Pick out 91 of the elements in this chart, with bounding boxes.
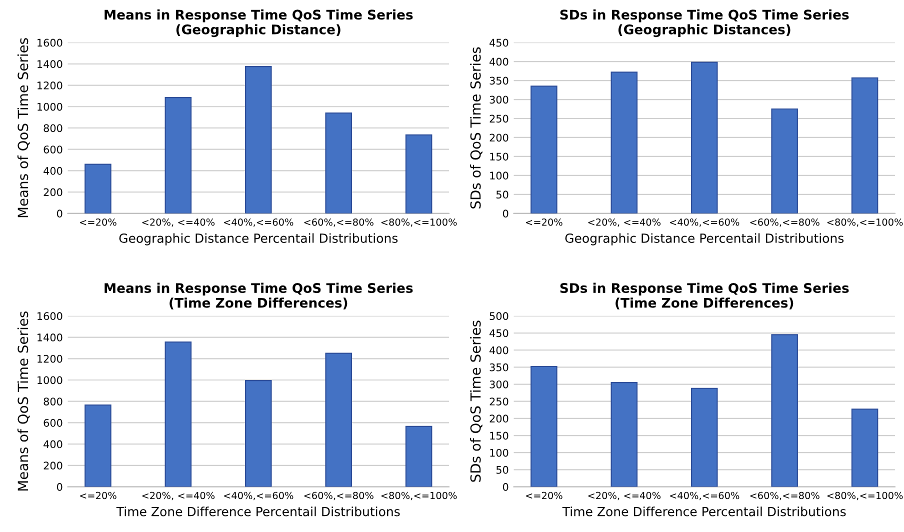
y-tick-label: 1400 (38, 60, 62, 68)
x-axis-title: Time Zone Difference Percentail Distributions (116, 506, 400, 516)
y-tick-label: 1400 (38, 334, 62, 342)
x-axis-title: Geographic Distance Percentail Distributions (119, 233, 398, 246)
y-tick-label: 200 (490, 414, 508, 423)
bar (325, 352, 352, 487)
x-tick-label: <=20% (526, 218, 562, 226)
y-tick-label: 450 (490, 38, 508, 47)
y-tick-label: 400 (490, 58, 508, 66)
bar (245, 66, 272, 214)
x-tick-label: <80%,<=100% (381, 492, 457, 500)
y-tick-label: 0 (57, 210, 62, 218)
x-tick-label: <60%,<=80% (304, 218, 374, 227)
bar (851, 77, 878, 214)
bar (851, 408, 878, 487)
y-tick-label: 300 (490, 380, 508, 388)
x-tick-label: <20%, <=40% (142, 218, 215, 227)
x-axis-title: Time Zone Difference Percentail Distributions (562, 506, 846, 516)
y-tick-label: 400 (490, 346, 508, 354)
y-tick-label: 600 (44, 146, 62, 154)
x-tick-label: <80%,<=100% (827, 492, 903, 500)
bar (690, 388, 718, 487)
x-tick-label: <80%,<=100% (381, 218, 457, 227)
chart-title: Means in Response Time QoS Time Series (Time Zone Differences) (104, 282, 413, 310)
y-tick-label: 800 (44, 124, 62, 132)
x-tick-label: <40%,<=60% (670, 492, 740, 500)
x-tick-label: <40%,<=60% (224, 492, 294, 500)
bar (530, 86, 558, 214)
bar (325, 112, 352, 214)
y-axis-title: SDs of QoS Time Series (470, 320, 482, 482)
x-tick-label: <80%,<=100% (827, 218, 903, 227)
y-tick-label: 150 (490, 432, 508, 440)
y-tick-label: 1600 (38, 312, 62, 320)
y-tick-label: 300 (490, 96, 508, 104)
y-tick-label: 1000 (38, 376, 62, 384)
y-tick-label: 200 (44, 462, 62, 470)
y-tick-label: 600 (44, 418, 62, 427)
y-axis-title: Means of QoS Time Series (17, 312, 30, 491)
bar (610, 72, 638, 214)
y-tick-label: 800 (44, 398, 62, 406)
y-tick-label: 400 (44, 166, 62, 175)
x-tick-label: <=20% (526, 492, 562, 500)
y-tick-label: 0 (502, 483, 508, 491)
y-tick-label: 500 (490, 312, 508, 320)
y-tick-label: 200 (44, 188, 62, 196)
bar (245, 380, 272, 487)
y-tick-label: 50 (496, 190, 508, 199)
bar (84, 404, 112, 487)
bar (405, 426, 432, 487)
y-tick-label: 400 (44, 440, 62, 448)
chart-title: Means in Response Time QoS Time Series (Geographic Distance) (104, 9, 413, 38)
y-tick-label: 1200 (38, 354, 62, 363)
y-tick-label: 350 (490, 363, 508, 372)
x-tick-label: <=20% (80, 492, 116, 500)
y-tick-label: 100 (490, 172, 508, 180)
y-tick-label: 450 (490, 329, 508, 338)
y-tick-label: 150 (490, 152, 508, 161)
x-tick-label: <=20% (80, 218, 116, 226)
y-tick-label: 350 (490, 76, 508, 85)
bar (690, 62, 718, 214)
y-tick-label: 1000 (38, 102, 62, 111)
x-tick-label: <60%,<=80% (750, 218, 820, 227)
bar (771, 334, 798, 487)
x-tick-label: <60%,<=80% (750, 492, 820, 500)
x-tick-label: <20%, <=40% (142, 492, 215, 500)
y-axis-title: SDs of QoS Time Series (470, 47, 482, 208)
bar (610, 382, 638, 487)
bar (530, 366, 558, 487)
y-tick-label: 100 (490, 448, 508, 457)
x-tick-label: <40%,<=60% (670, 218, 740, 227)
x-tick-label: <20%, <=40% (588, 492, 661, 500)
y-tick-label: 0 (57, 483, 62, 491)
bar (164, 342, 192, 487)
y-tick-label: 200 (490, 134, 508, 142)
bar (84, 164, 112, 214)
chart-title: SDs in Response Time QoS Time Series (Geographic Distances) (560, 9, 849, 38)
y-axis-title: Means of QoS Time Series (17, 38, 30, 218)
y-tick-label: 250 (490, 114, 508, 123)
bar (771, 108, 798, 214)
chart-title: SDs in Response Time QoS Time Series (Time Zone Differences) (560, 282, 849, 310)
x-tick-label: <20%, <=40% (588, 218, 661, 227)
y-tick-label: 250 (490, 398, 508, 406)
y-tick-label: 1200 (38, 82, 62, 90)
x-axis-title: Geographic Distance Percentail Distributions (565, 233, 844, 246)
y-tick-label: 50 (496, 466, 508, 474)
y-tick-label: 0 (502, 210, 508, 218)
bar (164, 97, 192, 214)
y-tick-label: 1600 (38, 38, 62, 47)
x-tick-label: <60%,<=80% (304, 492, 374, 500)
x-tick-label: <40%,<=60% (224, 218, 294, 227)
bar (405, 134, 432, 214)
